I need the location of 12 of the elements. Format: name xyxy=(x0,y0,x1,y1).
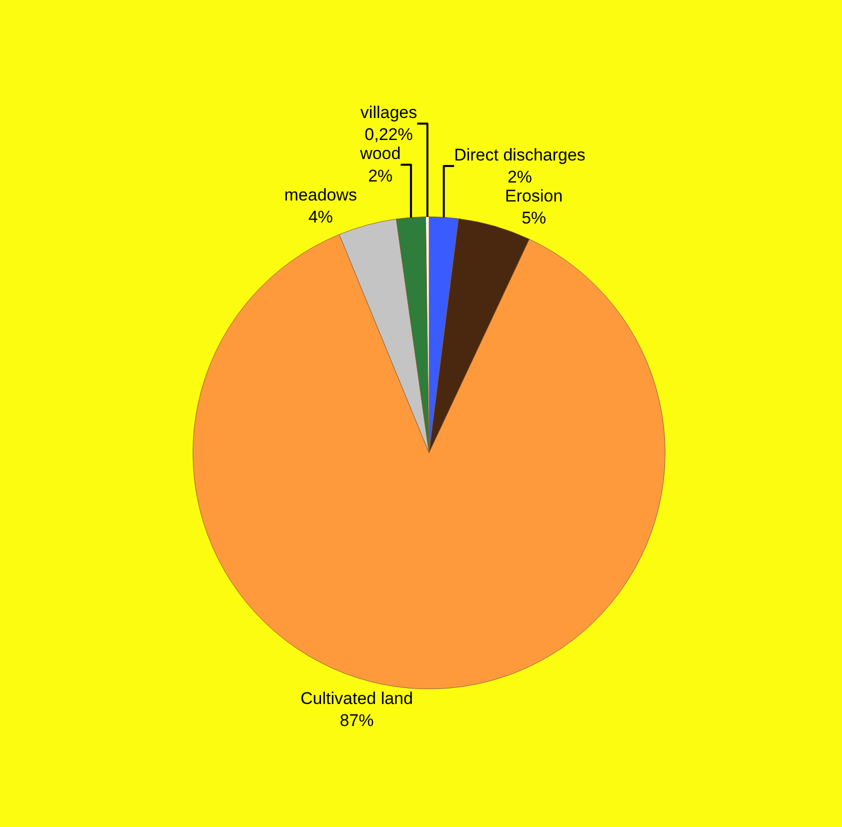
slice-label: villages xyxy=(360,103,418,122)
data-label: 2% xyxy=(368,166,393,186)
data-label: 4% xyxy=(308,207,333,226)
slice-label: Cultivated land xyxy=(300,688,413,708)
data-label: 5% xyxy=(522,208,546,228)
slice-label: meadows xyxy=(284,185,358,204)
data-label: 87% xyxy=(340,710,374,730)
slice-label: Erosion xyxy=(505,186,563,206)
data-label: 2% xyxy=(507,168,532,187)
data-label: 0,22% xyxy=(364,125,413,144)
slice-label: Direct discharges xyxy=(454,145,586,164)
slice-label: wood xyxy=(359,144,401,164)
